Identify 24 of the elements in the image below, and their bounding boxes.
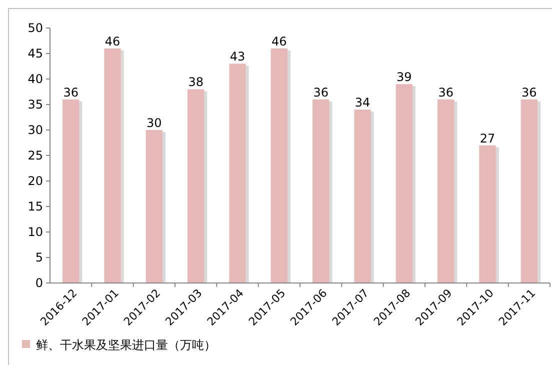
y-tick-label: 0 bbox=[35, 276, 43, 290]
y-tick-label: 10 bbox=[28, 225, 43, 240]
y-tick-label: 15 bbox=[28, 200, 43, 214]
legend-label: 鲜、干水果及坚果进口量（万吨） bbox=[36, 338, 216, 352]
y-tick-label: 40 bbox=[28, 72, 43, 86]
data-label: 36 bbox=[522, 85, 537, 100]
y-tick-label: 5 bbox=[35, 250, 43, 265]
data-label: 46 bbox=[272, 34, 287, 48]
data-label: 36 bbox=[63, 85, 78, 100]
data-label: 36 bbox=[313, 85, 328, 100]
data-label: 30 bbox=[146, 116, 162, 130]
data-label: 27 bbox=[480, 131, 496, 146]
y-tick-label: 50 bbox=[28, 21, 43, 36]
data-label: 46 bbox=[104, 34, 120, 48]
y-tick-label: 20 bbox=[28, 174, 43, 188]
data-label: 38 bbox=[188, 75, 204, 90]
y-tick-label: 45 bbox=[28, 46, 43, 61]
y-tick-label: 30 bbox=[28, 123, 43, 138]
data-label: 39 bbox=[396, 70, 412, 84]
y-tick-label: 25 bbox=[28, 148, 43, 163]
data-label: 43 bbox=[230, 50, 246, 64]
data-label: 34 bbox=[354, 96, 370, 110]
y-tick-label: 35 bbox=[28, 98, 43, 112]
data-label: 36 bbox=[438, 85, 454, 100]
